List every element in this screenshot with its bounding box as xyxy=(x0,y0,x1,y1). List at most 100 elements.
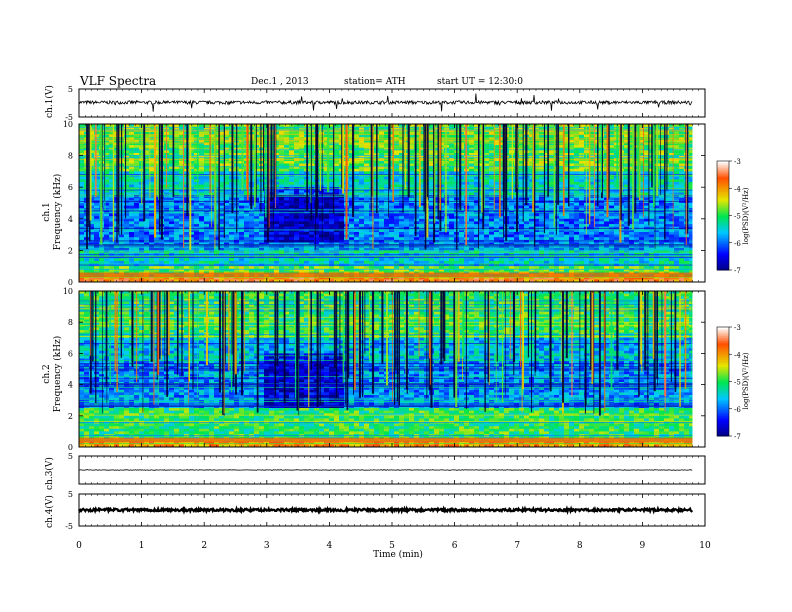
spectrogram-cell xyxy=(169,145,174,149)
spectrogram-cell xyxy=(269,221,274,225)
spectrogram-cell xyxy=(394,237,399,241)
spectrogram-cell xyxy=(299,160,304,164)
spectrogram-cell xyxy=(384,181,389,185)
spectrogram-cell xyxy=(469,234,474,238)
spectrogram-cell xyxy=(404,142,409,146)
spectrogram-cell xyxy=(374,268,379,272)
spectrogram-cell xyxy=(149,153,154,157)
spectrogram-cell xyxy=(449,266,454,270)
spectrogram-cell xyxy=(469,258,474,262)
spectrogram-cell xyxy=(284,237,289,241)
spectrogram-cell xyxy=(204,268,209,272)
spectrogram-cell xyxy=(364,279,369,283)
spectrogram-cell xyxy=(409,218,414,222)
spectrogram-cell xyxy=(384,179,389,183)
spectrogram-cell xyxy=(334,247,339,251)
spectrogram-cell xyxy=(329,163,334,167)
spectrogram-cell xyxy=(109,189,114,193)
spectrogram-cell xyxy=(359,168,364,172)
spectrogram-cell xyxy=(384,237,389,241)
spectrogram-cell xyxy=(289,197,294,201)
spectrogram-cell xyxy=(224,176,229,180)
spectrogram-cell xyxy=(254,203,259,207)
spectrogram-cell xyxy=(134,181,139,185)
spectrogram-cell xyxy=(379,216,384,220)
spectrogram-cell xyxy=(284,139,289,143)
spectrogram-cell xyxy=(199,216,204,220)
spectrogram-cell xyxy=(244,224,249,228)
spectrogram-cell xyxy=(274,221,279,225)
spectrogram-cell xyxy=(224,124,229,128)
spectrogram-cell xyxy=(199,205,204,209)
spectrogram-cell xyxy=(124,205,129,209)
spectrogram-cell xyxy=(264,192,269,196)
spectrogram-cell xyxy=(399,153,404,157)
spectrogram-cell xyxy=(144,232,149,236)
spectrogram-cell xyxy=(179,124,184,128)
spectrogram-cell xyxy=(104,163,109,167)
spectrogram-cell xyxy=(339,258,344,262)
spectrogram-cell xyxy=(164,258,169,262)
spectrogram-cell xyxy=(109,153,114,157)
spectrogram-cell xyxy=(149,203,154,207)
spectrogram-cell xyxy=(279,134,284,138)
spectrogram-cell xyxy=(349,153,354,157)
spectrogram-cell xyxy=(214,131,219,135)
spectrogram-cell xyxy=(399,276,404,280)
spectrogram-cell xyxy=(279,155,284,159)
spectrogram-cell xyxy=(174,155,179,159)
spectrogram-cell xyxy=(449,147,454,151)
spectrogram-cell xyxy=(409,234,414,238)
spectrogram-cell xyxy=(144,221,149,225)
spectrogram-cell xyxy=(219,126,224,130)
spectrogram-cell xyxy=(409,184,414,188)
spectrogram-cell xyxy=(199,181,204,185)
spectrogram-cell xyxy=(329,184,334,188)
spectrogram-cell xyxy=(129,131,134,135)
spectrogram-cell xyxy=(169,155,174,159)
spectrogram-cell xyxy=(379,150,384,154)
spectrogram-cell xyxy=(169,184,174,188)
spectrogram-cell xyxy=(224,139,229,143)
spectrogram-cell xyxy=(124,153,129,157)
spectrogram-cell xyxy=(294,216,299,220)
spectrogram-cell xyxy=(109,224,114,228)
spectrogram-cell xyxy=(289,203,294,207)
spectrogram-cell xyxy=(99,276,104,280)
spectrogram-cell xyxy=(104,150,109,154)
spectrogram-cell xyxy=(329,145,334,149)
spectrogram-cell xyxy=(224,134,229,138)
spectrogram-cell xyxy=(274,239,279,243)
spectrogram-cell xyxy=(199,224,204,228)
spectrogram-cell xyxy=(104,203,109,207)
spectrogram-cell xyxy=(384,126,389,130)
spectrogram-cell xyxy=(79,266,84,270)
spectrogram-cell xyxy=(359,232,364,236)
spectrogram-cell xyxy=(289,258,294,262)
spectrogram-cell xyxy=(94,279,99,283)
spectrogram-cell xyxy=(324,247,329,251)
spectrogram-cell xyxy=(104,153,109,157)
spectrogram-cell xyxy=(364,171,369,175)
spectrogram-cell xyxy=(364,166,369,170)
spectrogram-cell xyxy=(264,205,269,209)
spectrogram-cell xyxy=(334,181,339,185)
spectrogram-cell xyxy=(109,160,114,164)
spectrogram-cell xyxy=(174,139,179,143)
spectrogram-cell xyxy=(349,168,354,172)
spectrogram-cell xyxy=(254,279,259,283)
spectrogram-cell xyxy=(189,131,194,135)
spectrogram-cell xyxy=(374,229,379,233)
spectrogram-cell xyxy=(79,239,84,243)
spectrogram-cell xyxy=(139,205,144,209)
spectrogram-cell xyxy=(109,145,114,149)
spectrogram-cell xyxy=(299,189,304,193)
spectrogram-cell xyxy=(284,147,289,151)
spectrogram-cell xyxy=(144,163,149,167)
spectrogram-cell xyxy=(394,181,399,185)
spectrogram-cell xyxy=(284,266,289,270)
spectrogram-cell xyxy=(189,126,194,130)
spectrogram-cell xyxy=(319,131,324,135)
spectrogram-cell xyxy=(314,239,319,243)
spectrogram-cell xyxy=(289,234,294,238)
